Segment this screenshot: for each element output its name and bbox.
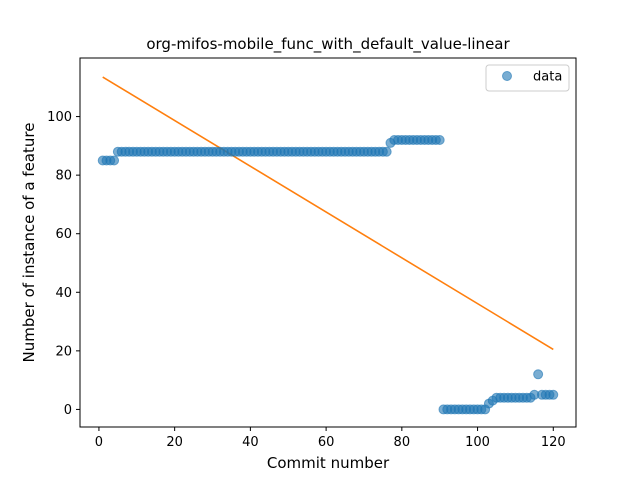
x-tick-label: 40 [242, 435, 259, 450]
data-point [381, 146, 392, 157]
y-tick-label: 0 [64, 403, 72, 418]
y-tick-label: 100 [47, 110, 72, 125]
plot-area [97, 76, 559, 415]
fit-layer [102, 76, 554, 351]
x-tick-label: 80 [394, 435, 411, 450]
x-tick-label: 60 [318, 435, 335, 450]
points-layer [97, 135, 559, 415]
y-tick-label: 60 [55, 227, 72, 242]
y-tick-label: 20 [55, 344, 72, 359]
legend-marker-data [502, 71, 512, 81]
data-point [548, 389, 559, 400]
x-tick-label: 100 [465, 435, 490, 450]
legend: data [485, 64, 570, 92]
y-axis-label: Number of instance of a feature [20, 123, 38, 363]
x-tick-label: 0 [95, 435, 103, 450]
fit-line [102, 76, 554, 351]
x-tick-label: 120 [541, 435, 566, 450]
chart-title: org-mifos-mobile_func_with_default_value… [146, 35, 510, 54]
data-point [533, 369, 544, 380]
axes-frame [79, 57, 577, 428]
x-axis-label: Commit number [267, 454, 390, 472]
y-axis: 0 20 40 60 80 100 [47, 110, 80, 418]
legend-label-data: data [533, 70, 562, 85]
y-tick-label: 80 [55, 169, 72, 184]
y-tick-label: 40 [55, 286, 72, 301]
data-point [109, 155, 120, 166]
x-tick-label: 20 [166, 435, 183, 450]
data-point [434, 135, 445, 145]
x-axis: 0 20 40 60 80 100 120 [95, 427, 566, 450]
